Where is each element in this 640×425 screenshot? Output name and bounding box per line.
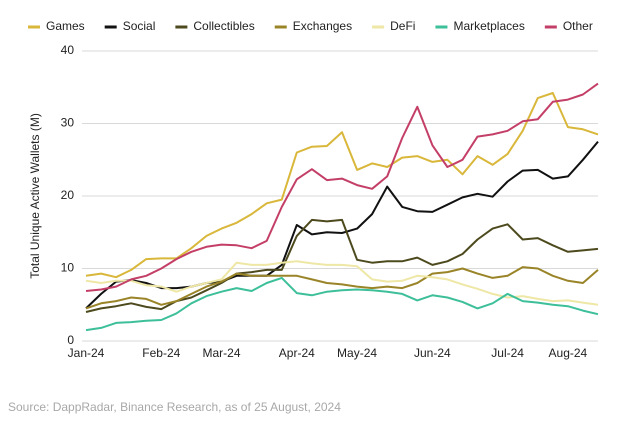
legend-label: Marketplaces — [453, 19, 524, 33]
legend-label: Other — [563, 19, 593, 33]
series-line — [85, 82, 599, 292]
y-tick-label: 40 — [61, 43, 75, 57]
series-line — [85, 266, 599, 310]
x-tick-label: Aug-24 — [549, 346, 588, 360]
x-tick-label: Jul-24 — [491, 346, 524, 360]
source-note: Source: DappRadar, Binance Research, as … — [8, 400, 341, 414]
y-tick-label: 30 — [61, 116, 75, 130]
y-tick-label: 20 — [61, 188, 75, 202]
series-line — [85, 140, 599, 310]
legend-label: Social — [123, 19, 156, 33]
y-axis-label: Total Unique Active Wallets (M) — [28, 113, 42, 279]
series-line — [85, 276, 599, 332]
y-tick-label: 0 — [67, 333, 74, 347]
x-tick-label: Jan-24 — [68, 346, 105, 360]
x-tick-label: Mar-24 — [203, 346, 241, 360]
x-tick-label: Jun-24 — [414, 346, 451, 360]
x-tick-label: Feb-24 — [142, 346, 180, 360]
series-line — [85, 218, 599, 313]
x-tick-label: May-24 — [337, 346, 377, 360]
series-line — [85, 92, 599, 279]
legend-label: Collectibles — [193, 19, 254, 33]
legend-label: Games — [46, 19, 85, 33]
x-tick-label: Apr-24 — [279, 346, 315, 360]
legend-label: Exchanges — [293, 19, 352, 33]
legend-label: DeFi — [390, 19, 415, 33]
y-tick-label: 10 — [61, 261, 75, 275]
